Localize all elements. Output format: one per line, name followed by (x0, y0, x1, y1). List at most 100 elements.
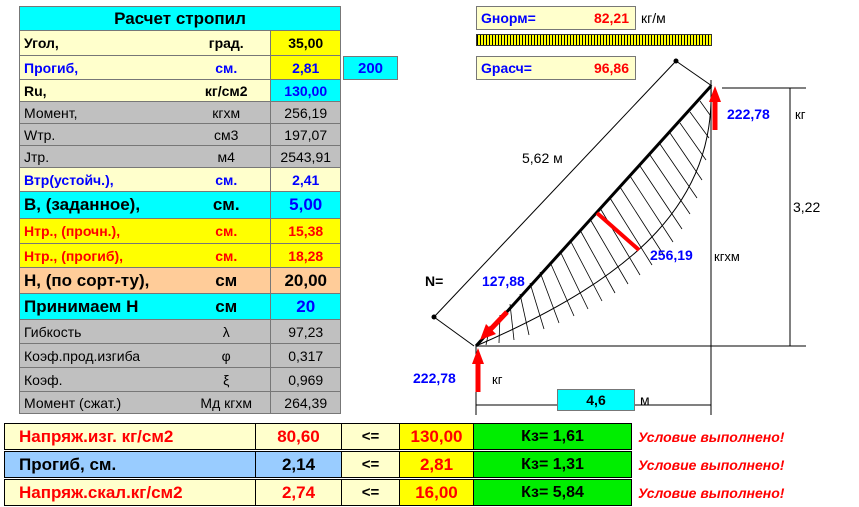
safety-factor: Кз= 5,84 (474, 479, 632, 506)
param-label: Нтр., (прочн.), (20, 219, 182, 243)
param-value[interactable]: 20 (270, 294, 340, 319)
param-label: Н, (по сорт-ту), (20, 268, 182, 293)
param-unit: см. (182, 168, 271, 191)
param-label: В, (заданное), (20, 192, 182, 218)
check-label: Прогиб, см. (4, 451, 256, 478)
param-row: Ru, кг/см2 130,00 (19, 80, 341, 102)
param-unit: кгхм (182, 102, 271, 123)
gras-box: Gрасч= 96,86 (476, 56, 636, 80)
param-label: Прогиб, (20, 56, 182, 79)
moment-hatching (475, 85, 712, 347)
gnorm-unit: кг/м (641, 10, 666, 26)
param-unit: см. (182, 192, 271, 218)
check-limit: 130,00 (400, 423, 474, 450)
check-operator: <= (342, 423, 400, 450)
bottom-force-unit: кг (492, 372, 503, 387)
param-row: Момент (сжат.) Мд кгхм 264,39 (19, 392, 341, 414)
param-row: Jтр. м4 2543,91 (19, 146, 341, 168)
param-unit: Мд кгхм (182, 392, 271, 413)
top-force-value: 222,78 (727, 106, 770, 122)
param-value[interactable]: 264,39 (270, 392, 340, 413)
param-value[interactable]: 20,00 (270, 268, 340, 293)
check-row: Прогиб, см. 2,14 <= 2,81 Кз= 1,31 Условие вып… (4, 451, 822, 478)
param-row: Момент, кгхм 256,19 (19, 102, 341, 124)
param-label: Jтр. (20, 146, 182, 167)
param-label: Момент (сжат.) (20, 392, 182, 413)
height-label: 3,22 (793, 199, 821, 215)
top-force-unit: кг (795, 107, 806, 122)
check-label: Напряж.скал.кг/см2 (4, 479, 256, 506)
param-row: Гибкость λ 97,23 (19, 320, 341, 344)
param-value[interactable]: 97,23 (270, 320, 340, 343)
param-value[interactable]: 0,317 (270, 344, 340, 367)
param-value[interactable]: 2,41 (270, 168, 340, 191)
safety-factor: Кз= 1,61 (474, 423, 632, 450)
span-unit: м (640, 392, 650, 408)
top-reaction-arrow (709, 86, 721, 102)
param-row: Нтр., (прогиб), см. 18,28 (19, 244, 341, 268)
bottom-force-value: 222,78 (413, 370, 456, 386)
n-label: N= (425, 273, 444, 289)
check-row: Напряж.изг. кг/см2 80,60 <= 130,00 Кз= 1,61 У… (4, 423, 822, 450)
param-unit: λ (182, 320, 271, 343)
param-unit: φ (182, 344, 271, 367)
param-value[interactable]: 2543,91 (270, 146, 340, 167)
param-value[interactable]: 0,969 (270, 368, 340, 391)
param-label: Угол, (20, 31, 182, 55)
param-unit: см (182, 294, 271, 319)
deflection-ratio-cell[interactable]: 200 (343, 56, 398, 80)
param-label: Коэф.прод.изгиба (20, 344, 182, 367)
param-unit: м4 (182, 146, 271, 167)
param-unit: см. (182, 219, 271, 243)
check-status: Условие выполнено! (632, 451, 822, 478)
check-value: 2,14 (256, 451, 342, 478)
check-limit: 16,00 (400, 479, 474, 506)
param-label: Коэф. (20, 368, 182, 391)
param-row: Коэф.прод.изгиба φ 0,317 (19, 344, 341, 368)
gnorm-box: Gнорм= 82,21 (476, 6, 636, 30)
gras-value: 96,86 (593, 60, 629, 76)
check-status: Условие выполнено! (632, 423, 822, 450)
check-label: Напряж.изг. кг/см2 (4, 423, 256, 450)
param-row: В, (заданное), см. 5,00 (19, 192, 341, 219)
moment-unit: кгхм (714, 249, 740, 264)
n-value: 127,88 (482, 273, 525, 289)
check-value: 2,74 (256, 479, 342, 506)
param-label: Ru, (20, 80, 182, 101)
rafter-line (474, 84, 713, 348)
check-row: Напряж.скал.кг/см2 2,74 <= 16,00 Кз= 5,84 Усл… (4, 479, 822, 506)
param-label: Гибкость (20, 320, 182, 343)
check-operator: <= (342, 479, 400, 506)
param-label: Момент, (20, 102, 182, 123)
param-row: Угол, град. 35,00 (19, 31, 341, 56)
param-value[interactable]: 35,00 (270, 31, 340, 55)
param-value[interactable]: 18,28 (270, 244, 340, 267)
span-value[interactable]: 4,6 (557, 389, 635, 411)
param-value[interactable]: 256,19 (270, 102, 340, 123)
param-value[interactable]: 2,81 (270, 56, 340, 79)
param-value[interactable]: 5,00 (270, 192, 340, 218)
param-label: Втр(устойч.), (20, 168, 182, 191)
param-label: Принимаем Н (20, 294, 182, 319)
param-value[interactable]: 15,38 (270, 219, 340, 243)
param-label: Нтр., (прогиб), (20, 244, 182, 267)
rafter-length-label: 5,62 м (522, 150, 563, 166)
param-unit: см3 (182, 124, 271, 145)
param-row: Нтр., (прочн.), см. 15,38 (19, 219, 341, 244)
gnorm-value: 82,21 (593, 10, 629, 26)
check-operator: <= (342, 451, 400, 478)
param-value[interactable]: 130,00 (270, 80, 340, 101)
check-limit: 2,81 (400, 451, 474, 478)
check-status: Условие выполнено! (632, 479, 822, 506)
param-row: Прогиб, см. 2,81 (19, 56, 341, 80)
param-value[interactable]: 197,07 (270, 124, 340, 145)
param-unit: ξ (182, 368, 271, 391)
param-unit: см (182, 268, 271, 293)
gnorm-label: Gнорм= (481, 10, 536, 26)
param-row: Втр(устойч.), см. 2,41 (19, 168, 341, 192)
moment-value: 256,19 (650, 247, 693, 263)
param-row: Wтр. см3 197,07 (19, 124, 341, 146)
param-unit: град. (182, 31, 271, 55)
